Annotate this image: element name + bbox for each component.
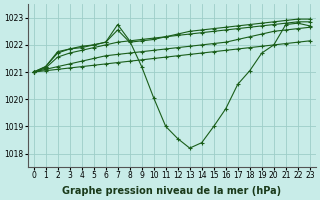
X-axis label: Graphe pression niveau de la mer (hPa): Graphe pression niveau de la mer (hPa) xyxy=(62,186,281,196)
